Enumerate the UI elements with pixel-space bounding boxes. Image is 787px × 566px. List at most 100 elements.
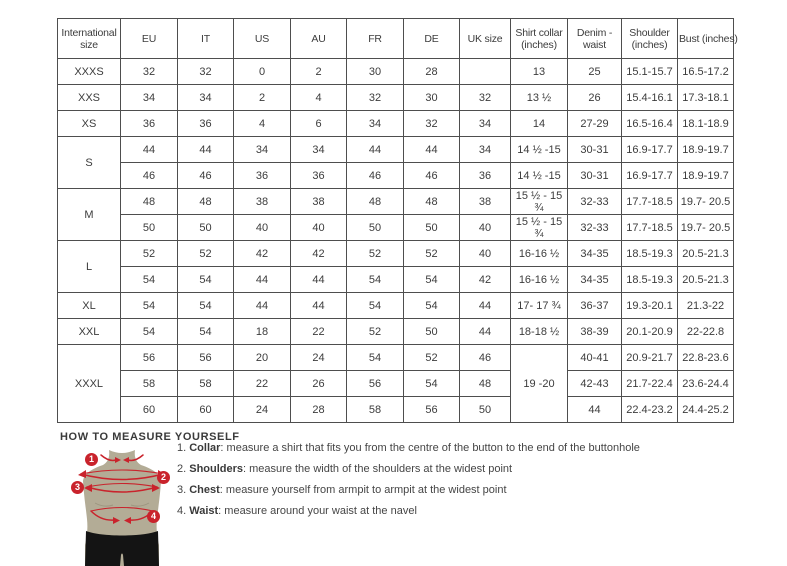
value-cell: 50: [403, 318, 460, 345]
size-label-cell: XXXS: [57, 58, 121, 85]
size-label-cell: XL: [57, 292, 121, 319]
value-cell: 24.4-25.2: [677, 396, 734, 423]
value-cell: 17.7-18.5: [621, 188, 678, 215]
value-cell: 22.4-23.2: [621, 396, 678, 423]
value-cell: 30-31: [567, 136, 622, 163]
value-cell: 23.6-24.4: [677, 370, 734, 397]
table-row: 54 54 44 44 54 54 42 16-16 ½ 34-35 18.5-19.3 20.5-…: [58, 266, 734, 293]
value-cell: 32: [120, 58, 178, 85]
size-label-cell: XXS: [57, 84, 121, 111]
size-label-cell: XXL: [57, 318, 121, 345]
value-cell: 28: [403, 58, 460, 85]
value-cell: 36: [120, 110, 178, 137]
value-cell: 17.7-18.5: [621, 214, 678, 241]
table-row: 50 50 40 40 50 50 40 15 ½ - 15 ¾ 32-33 17.7-18.5 1…: [58, 214, 734, 241]
value-cell: 20.5-21.3: [677, 240, 734, 267]
value-cell: 32: [346, 84, 404, 111]
header-row: International size EU IT US AU FR DE UK size Shi…: [57, 18, 738, 59]
value-cell: 32-33: [567, 188, 622, 215]
value-cell: 4: [233, 110, 291, 137]
value-cell: 42: [459, 266, 511, 293]
value-cell: 40: [459, 240, 511, 267]
value-cell: 44: [346, 136, 404, 163]
size-label-cell: XXXL: [57, 344, 121, 423]
value-cell: 14 ½ -15: [510, 162, 568, 189]
value-cell: 56: [120, 344, 178, 371]
value-cell: 54: [177, 318, 234, 345]
mannequin-shorts: [85, 531, 159, 566]
chest-shading: [94, 502, 150, 507]
table-row: XL 54 54 44 44 54 54 44 17- 17 ¾ 36-37 19.3-20.1 21…: [57, 292, 734, 319]
column-header: IT: [177, 18, 234, 59]
value-cell: 17.3-18.1: [677, 84, 734, 111]
table-row: XXS 34 34 2 4 32 30 32 13 ½ 26 15.4-16.1 17.3-18.1: [57, 84, 734, 111]
value-cell: 56: [346, 370, 404, 397]
measure-lines: [80, 454, 164, 521]
value-cell: 36: [290, 162, 347, 189]
value-cell: 26: [290, 370, 347, 397]
value-cell: 28: [290, 396, 347, 423]
value-cell: 32-33: [567, 214, 622, 241]
value-cell: 14 ½ -15: [510, 136, 568, 163]
value-cell: 13 ½: [510, 84, 568, 111]
value-cell: 50: [120, 214, 178, 241]
value-cell: 26: [567, 84, 622, 111]
value-cell: 20: [233, 344, 291, 371]
column-header: Bust (inches): [677, 18, 738, 59]
column-header: DE: [403, 18, 460, 59]
value-cell: 40: [233, 214, 291, 241]
column-header: International size: [57, 18, 121, 59]
value-cell: 56: [177, 344, 234, 371]
value-cell: 54: [177, 266, 234, 293]
value-cell: 32: [177, 58, 234, 85]
value-cell: 52: [346, 240, 404, 267]
value-cell: 32: [403, 110, 460, 137]
value-cell: 4: [290, 84, 347, 111]
value-cell: 19 -20: [510, 344, 568, 423]
table-row: XS 36 36 4 6 34 32 34 14 27-29 16.5-16.4 18.1-18.9: [57, 110, 734, 137]
value-cell: 24: [290, 344, 347, 371]
value-cell: 38: [459, 188, 511, 215]
value-cell: 22: [233, 370, 291, 397]
value-cell: 38-39: [567, 318, 622, 345]
value-cell: 15 ½ - 15 ¾: [510, 188, 568, 215]
value-cell: 16.9-17.7: [621, 162, 678, 189]
value-cell: 54: [403, 370, 460, 397]
value-cell: 52: [120, 240, 178, 267]
value-cell: 46: [459, 344, 511, 371]
value-cell: 15.1-15.7: [621, 58, 678, 85]
value-cell: 20.9-21.7: [621, 344, 678, 371]
table-row: 58 58 22 26 56 54 48 42-43 21.7-22.4 23.6-24.4: [58, 370, 734, 397]
value-cell: 44: [459, 318, 511, 345]
value-cell: 16-16 ½: [510, 240, 568, 267]
value-cell: 16.5-16.4: [621, 110, 678, 137]
measure-step: 4. Waist: measure around your waist at t…: [177, 505, 417, 517]
value-cell: 54: [346, 344, 404, 371]
value-cell: 21.3-22: [677, 292, 734, 319]
value-cell: 58: [346, 396, 404, 423]
value-cell: 44: [403, 136, 460, 163]
value-cell: 18-18 ½: [510, 318, 568, 345]
value-cell: 44: [290, 292, 347, 319]
value-cell: 52: [403, 240, 460, 267]
value-cell: 42-43: [567, 370, 622, 397]
value-cell: 18: [233, 318, 291, 345]
table-row: L 52 52 42 42 52 52 40 16-16 ½ 34-35 18.5-19.3 20.5…: [57, 240, 734, 293]
column-header: FR: [346, 18, 404, 59]
value-cell: 32: [459, 84, 511, 111]
size-chart-body: XXXS 32 32 0 2 30 28 13 25 15.1-15.7 16.5-17.2 XXS 3…: [57, 58, 734, 423]
value-cell: 54: [120, 292, 178, 319]
value-cell: 34: [177, 84, 234, 111]
value-cell: 60: [120, 396, 178, 423]
value-cell: 36: [177, 110, 234, 137]
value-cell: 27-29: [567, 110, 622, 137]
value-cell: 54: [403, 266, 460, 293]
value-cell: 46: [177, 162, 234, 189]
column-header: Denim - waist: [567, 18, 622, 59]
value-cell: 44: [567, 396, 622, 423]
value-cell: 54: [346, 266, 404, 293]
value-cell: 30-31: [567, 162, 622, 189]
value-cell: 54: [120, 266, 178, 293]
value-cell: 42: [290, 240, 347, 267]
table-row: XXL 54 54 18 22 52 50 44 18-18 ½ 38-39 20.1-20.9 22…: [57, 318, 734, 345]
